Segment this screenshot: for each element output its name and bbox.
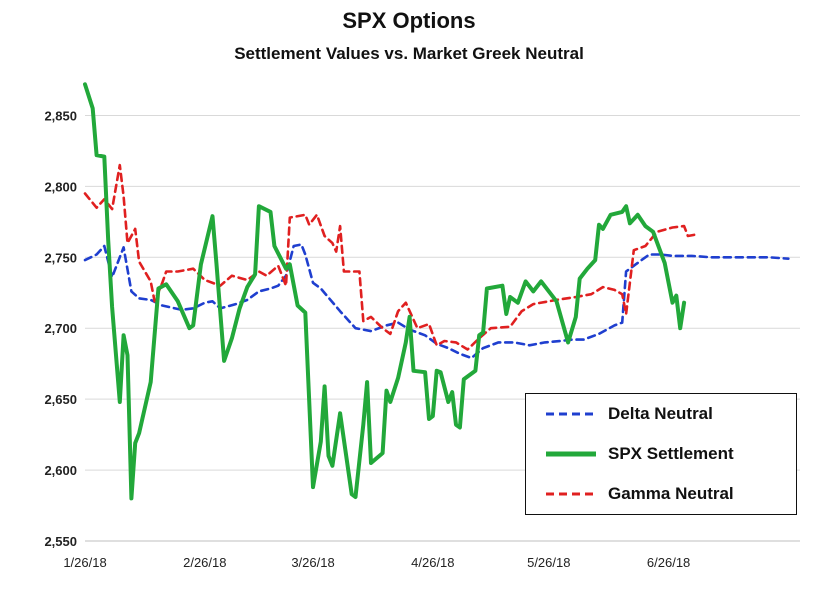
- x-tick-label: 3/26/18: [291, 555, 334, 570]
- y-tick-label: 2,800: [44, 179, 77, 194]
- legend-label-gamma-neutral: Gamma Neutral: [608, 484, 734, 503]
- x-tick-label: 4/26/18: [411, 555, 454, 570]
- series-line-spx-settlement: [83, 82, 687, 501]
- x-tick-label: 5/26/18: [527, 555, 570, 570]
- x-axis-tick-labels: 1/26/18 2/26/18 3/26/18 4/26/18 5/26/18 6/26/…: [63, 555, 690, 570]
- chart-legend: Delta Neutral SPX Settlement Gamma Neutr…: [525, 393, 797, 515]
- x-tick-label: 2/26/18: [183, 555, 226, 570]
- series-line-delta-neutral: [83, 243, 790, 360]
- legend-item-delta-neutral: Delta Neutral: [526, 399, 713, 429]
- chart-title: SPX Options: [342, 8, 476, 33]
- y-tick-label: 2,750: [44, 250, 77, 265]
- series-lines: [83, 82, 790, 501]
- y-tick-label: 2,600: [44, 463, 77, 478]
- legend-swatch-spx-settlement: [546, 451, 596, 457]
- y-tick-label: 2,850: [44, 108, 77, 123]
- y-axis-tick-labels: 2,550 2,600 2,650 2,700 2,750 2,800 2,850: [44, 108, 77, 549]
- y-tick-label: 2,650: [44, 392, 77, 407]
- y-tick-label: 2,550: [44, 534, 77, 549]
- x-tick-label: 6/26/18: [647, 555, 690, 570]
- y-tick-label: 2,700: [44, 321, 77, 336]
- legend-label-delta-neutral: Delta Neutral: [608, 404, 713, 423]
- legend-item-spx-settlement: SPX Settlement: [526, 439, 734, 469]
- legend-swatch-delta-neutral: [546, 412, 596, 416]
- legend-item-gamma-neutral: Gamma Neutral: [526, 479, 734, 509]
- x-tick-label: 1/26/18: [63, 555, 106, 570]
- chart-subtitle: Settlement Values vs. Market Greek Neutr…: [234, 44, 584, 63]
- legend-label-spx-settlement: SPX Settlement: [608, 444, 734, 463]
- legend-swatch-gamma-neutral: [546, 492, 596, 496]
